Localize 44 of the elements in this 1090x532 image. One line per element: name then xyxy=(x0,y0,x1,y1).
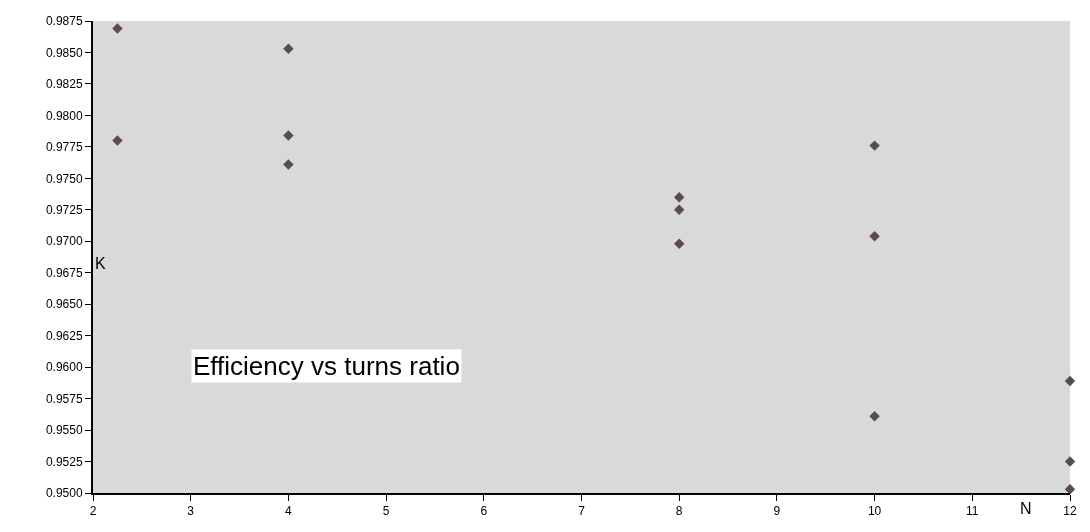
x-tick-label: 3 xyxy=(187,504,195,519)
y-tick-label: 0.9625 xyxy=(45,328,83,343)
y-tick-label: 0.9650 xyxy=(45,297,83,312)
point xyxy=(869,140,880,151)
y-axis-title: K xyxy=(95,255,106,272)
y-tick-label: 0.9800 xyxy=(45,108,83,123)
x-tick-label: 9 xyxy=(773,504,781,519)
y-tick-label: 0.9525 xyxy=(45,454,83,469)
y-tick-label: 0.9675 xyxy=(45,265,83,280)
x-tick-label: 5 xyxy=(382,504,390,519)
y-tick-label: 0.9825 xyxy=(45,77,83,92)
x-tick-label: 2 xyxy=(89,504,97,519)
point xyxy=(112,23,123,34)
point xyxy=(1064,456,1076,467)
y-tick-label: 0.9575 xyxy=(45,391,83,406)
y-tick-label: 0.9775 xyxy=(45,140,83,155)
point xyxy=(869,411,880,422)
point xyxy=(674,204,685,215)
point xyxy=(283,43,294,54)
point xyxy=(674,238,685,249)
y-tick-label: 0.9725 xyxy=(45,203,83,217)
point xyxy=(283,130,294,141)
x-tick-label: 10 xyxy=(867,504,882,519)
text: Efficiency vs turns ratio xyxy=(193,351,460,381)
y-tick-label: 0.9850 xyxy=(45,45,83,60)
y-tick-label: 0.9600 xyxy=(45,360,83,375)
point xyxy=(1064,484,1076,495)
point xyxy=(869,231,880,242)
x-tick-label: 4 xyxy=(285,504,293,519)
x-tick-label: 6 xyxy=(480,504,488,519)
point xyxy=(112,135,123,146)
y-tick-label: 0.9750 xyxy=(45,171,83,186)
y-tick-label: 0.9700 xyxy=(45,234,83,249)
x-tick-label: 12 xyxy=(1063,504,1077,519)
point xyxy=(1064,375,1076,387)
y-tick-label: 0.9550 xyxy=(45,423,83,438)
x-tick-label: 8 xyxy=(675,504,683,519)
point xyxy=(674,192,685,203)
x-axis-title: N xyxy=(1020,500,1032,517)
x-tick-label: 7 xyxy=(578,504,586,519)
point xyxy=(283,159,294,170)
x-tick-label: 11 xyxy=(966,504,979,519)
y-tick-label: 0.9875 xyxy=(45,14,83,29)
y-tick-label: 0.9500 xyxy=(45,486,83,501)
